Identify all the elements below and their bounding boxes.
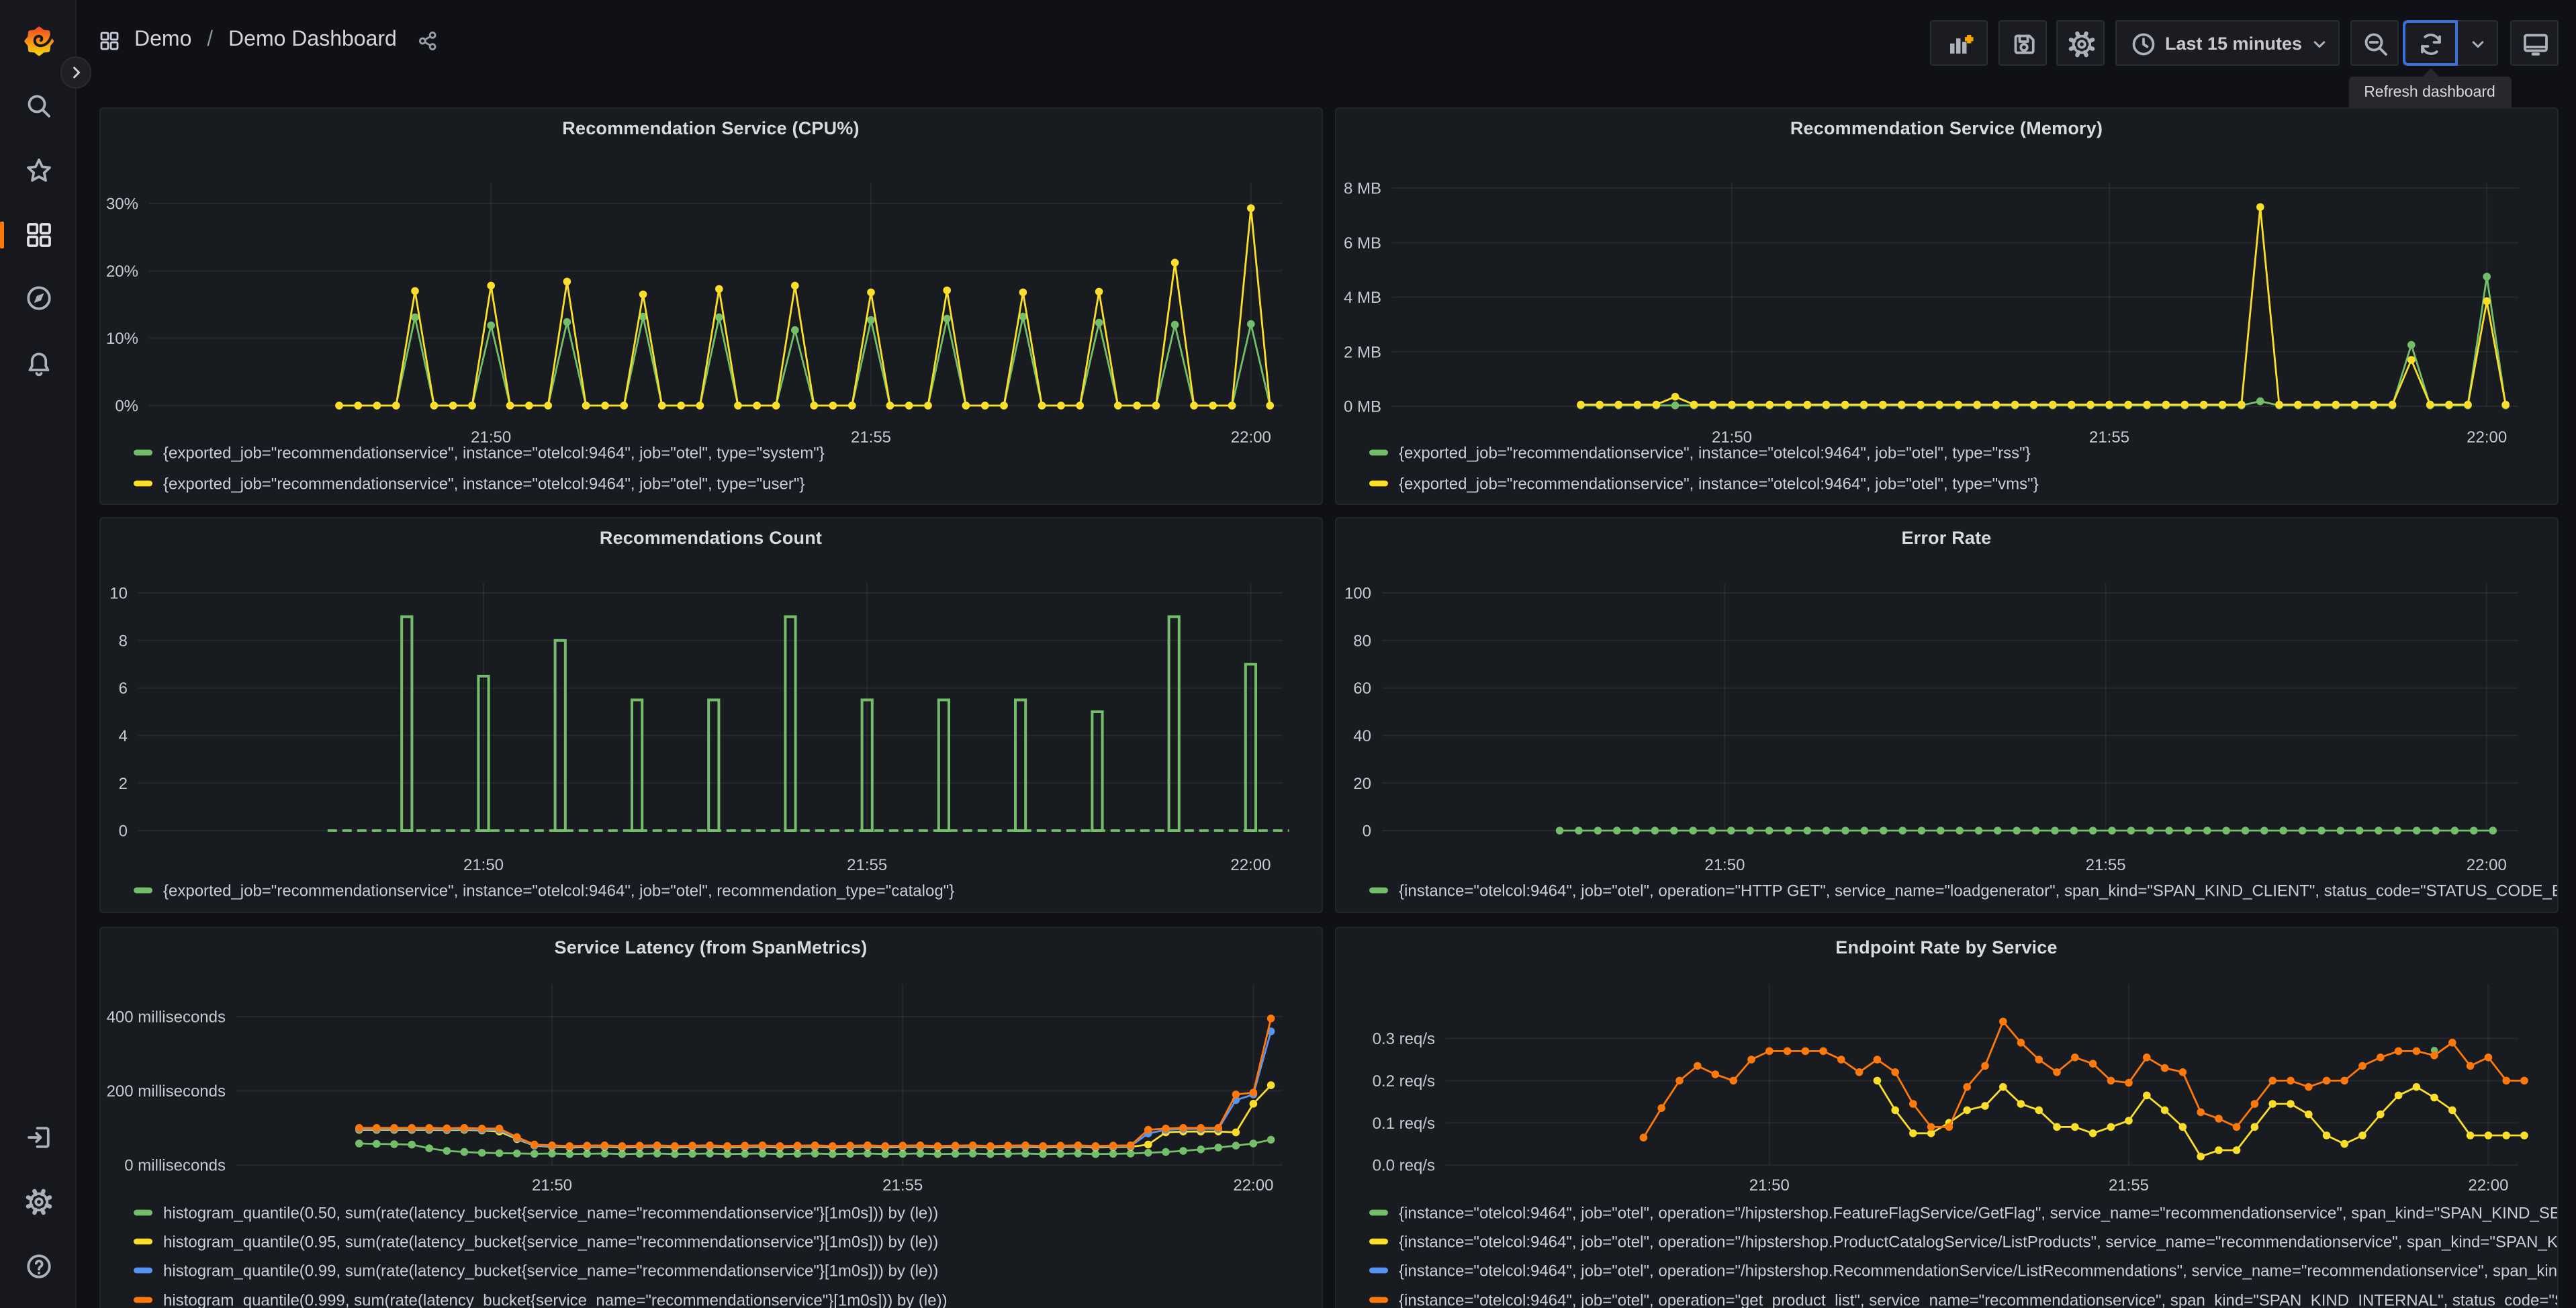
svg-text:10: 10 — [109, 585, 127, 603]
svg-text:21:50: 21:50 — [1711, 428, 1751, 447]
svg-text:histogram_quantile(0.50, sum(r: histogram_quantile(0.50, sum(rate(latenc… — [163, 1205, 937, 1223]
svg-text:4: 4 — [118, 727, 127, 745]
svg-text:22:00: 22:00 — [1230, 856, 1270, 874]
svg-text:22:00: 22:00 — [2467, 1176, 2508, 1195]
svg-text:{exported_job="recommendations: {exported_job="recommendationservice", i… — [163, 445, 824, 463]
svg-text:0.3 req/s: 0.3 req/s — [1372, 1030, 1434, 1048]
svg-text:22:00: 22:00 — [2466, 856, 2506, 874]
svg-text:{exported_job="recommendations: {exported_job="recommendationservice", i… — [163, 475, 804, 494]
svg-text:{exported_job="recommendations: {exported_job="recommendationservice", i… — [1398, 445, 2030, 463]
svg-text:histogram_quantile(0.95, sum(r: histogram_quantile(0.95, sum(rate(latenc… — [163, 1233, 937, 1252]
svg-text:60: 60 — [1352, 680, 1371, 698]
svg-text:{exported_job="recommendations: {exported_job="recommendationservice", i… — [1398, 475, 2038, 494]
svg-text:0: 0 — [1362, 823, 1371, 841]
svg-text:21:50: 21:50 — [1749, 1176, 1789, 1195]
svg-text:22:00: 22:00 — [2466, 428, 2506, 447]
svg-text:30%: 30% — [105, 195, 138, 214]
svg-text:21:55: 21:55 — [2108, 1176, 2148, 1195]
svg-text:21:55: 21:55 — [882, 1176, 922, 1195]
svg-text:2: 2 — [118, 775, 127, 793]
svg-text:{exported_job="recommendations: {exported_job="recommendationservice", i… — [163, 882, 954, 900]
svg-text:8 MB: 8 MB — [1343, 180, 1381, 198]
svg-text:22:00: 22:00 — [1230, 428, 1271, 447]
svg-text:0.1 req/s: 0.1 req/s — [1372, 1115, 1434, 1133]
svg-text:0.0 req/s: 0.0 req/s — [1372, 1157, 1434, 1175]
svg-text:20: 20 — [1352, 775, 1371, 793]
svg-text:6: 6 — [118, 680, 127, 698]
svg-text:0%: 0% — [114, 398, 138, 416]
svg-text:21:55: 21:55 — [2088, 428, 2129, 447]
svg-text:21:50: 21:50 — [470, 428, 510, 447]
svg-text:0: 0 — [118, 823, 127, 841]
svg-text:22:00: 22:00 — [1232, 1176, 1273, 1195]
svg-text:histogram_quantile(0.99, sum(r: histogram_quantile(0.99, sum(rate(latenc… — [163, 1262, 937, 1280]
svg-text:{instance="otelcol:9464", job=: {instance="otelcol:9464", job="otel", op… — [1398, 882, 2559, 900]
svg-text:0 MB: 0 MB — [1343, 398, 1381, 416]
svg-text:8: 8 — [118, 632, 127, 650]
svg-text:21:50: 21:50 — [463, 856, 503, 874]
svg-text:20%: 20% — [105, 263, 138, 281]
svg-text:{instance="otelcol:9464", job=: {instance="otelcol:9464", job="otel", op… — [1398, 1292, 2559, 1308]
svg-text:{instance="otelcol:9464", job=: {instance="otelcol:9464", job="otel", op… — [1398, 1205, 2559, 1223]
svg-text:0.2 req/s: 0.2 req/s — [1372, 1072, 1434, 1090]
svg-text:4 MB: 4 MB — [1343, 289, 1381, 307]
svg-text:40: 40 — [1352, 727, 1371, 745]
svg-text:histogram_quantile(0.999, sum(: histogram_quantile(0.999, sum(rate(laten… — [163, 1292, 947, 1308]
svg-text:10%: 10% — [105, 330, 138, 348]
svg-text:2 MB: 2 MB — [1343, 343, 1381, 361]
svg-text:0 milliseconds: 0 milliseconds — [124, 1157, 225, 1175]
svg-text:6 MB: 6 MB — [1343, 234, 1381, 252]
svg-text:{instance="otelcol:9464", job=: {instance="otelcol:9464", job="otel", op… — [1398, 1262, 2559, 1280]
svg-text:100: 100 — [1344, 585, 1371, 603]
svg-text:200 milliseconds: 200 milliseconds — [106, 1082, 225, 1101]
svg-text:21:55: 21:55 — [846, 856, 886, 874]
svg-text:21:55: 21:55 — [2085, 856, 2125, 874]
svg-text:{instance="otelcol:9464", job=: {instance="otelcol:9464", job="otel", op… — [1398, 1233, 2559, 1252]
svg-text:21:50: 21:50 — [531, 1176, 571, 1195]
svg-text:21:50: 21:50 — [1704, 856, 1744, 874]
svg-text:21:55: 21:55 — [850, 428, 890, 447]
svg-text:400 milliseconds: 400 milliseconds — [106, 1009, 225, 1027]
svg-text:80: 80 — [1352, 632, 1371, 650]
